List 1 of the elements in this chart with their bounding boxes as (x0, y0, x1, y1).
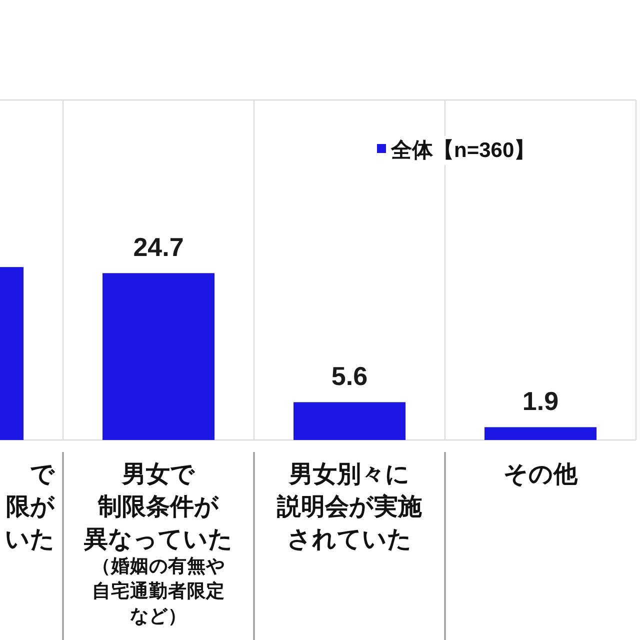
legend-label: 全体【n=360】 (391, 139, 536, 162)
